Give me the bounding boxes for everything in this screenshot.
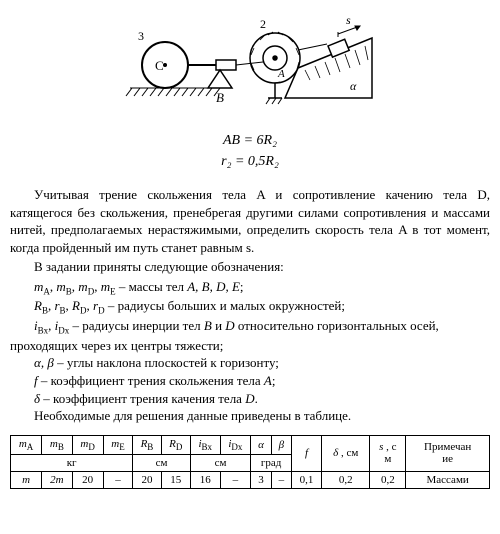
- label-b: B: [216, 90, 224, 105]
- data-table: mA mB mD mE RB RD iBx iDx α β f δ , см s…: [10, 435, 490, 489]
- def-rolling: δ – коэффициент трения качения тела D.: [10, 390, 490, 408]
- table-data-row: m 2m 20 – 20 15 16 – 3 – 0,1 0,2 0,2 Мас…: [11, 471, 490, 488]
- label-3: 3: [138, 29, 144, 43]
- def-masses: mA, mB, mD, mE – массы тел A, B, D, E;: [10, 278, 490, 298]
- def-angles: α, β – углы наклона плоскостей к горизон…: [10, 354, 490, 372]
- formulas-block: AB = 6R₂ r₂ = 0,5R₂: [10, 130, 490, 172]
- problem-text: Учитывая трение скольжения тела A и сопр…: [10, 186, 490, 276]
- formula-ab: AB = 6R₂: [223, 133, 277, 148]
- definitions: mA, mB, mD, mE – массы тел A, B, D, E; R…: [10, 278, 490, 407]
- formula-r2: r₂ = 0,5R₂: [221, 154, 279, 169]
- def-inertia: iBx, iDx – радиусы инерции тел B и D отн…: [10, 317, 490, 354]
- table-intro: Необходимые для решения данные приведены…: [10, 407, 490, 425]
- label-c: C: [155, 58, 164, 73]
- label-2: 2: [260, 17, 266, 31]
- label-alpha: α: [350, 79, 357, 93]
- def-radii: RB, rB, RD, rD – радиусы больших и малых…: [10, 297, 490, 317]
- label-s: s: [346, 13, 351, 27]
- label-a: A: [277, 68, 285, 80]
- paragraph-notation: В задании приняты следующие обозначения:: [10, 258, 490, 276]
- paragraph-table: Необходимые для решения данные приведены…: [10, 407, 490, 425]
- def-friction: f – коэффициент трения скольжения тела A…: [10, 372, 490, 390]
- paragraph-main: Учитывая трение скольжения тела A и сопр…: [10, 186, 490, 256]
- mechanics-diagram: C 3 B 2 A: [10, 10, 490, 124]
